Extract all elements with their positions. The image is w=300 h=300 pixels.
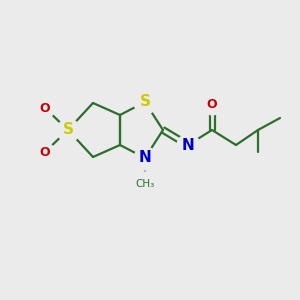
- Text: S: S: [140, 94, 151, 110]
- Text: N: N: [182, 137, 194, 152]
- Text: CH₃: CH₃: [135, 179, 154, 189]
- Text: O: O: [40, 146, 50, 158]
- Text: S: S: [62, 122, 74, 137]
- Text: N: N: [139, 151, 152, 166]
- Text: O: O: [40, 101, 50, 115]
- Text: O: O: [207, 98, 217, 112]
